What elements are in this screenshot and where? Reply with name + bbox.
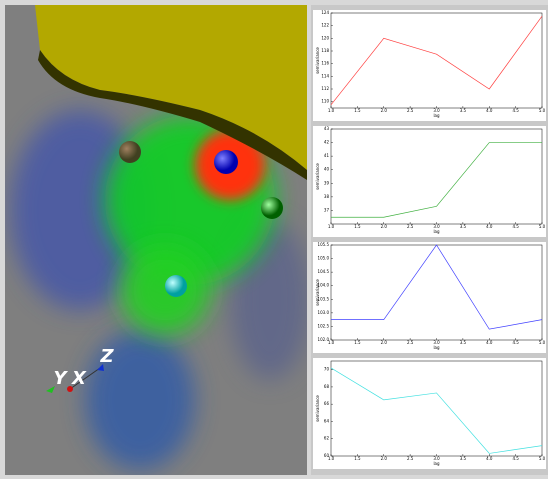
x-tick-label: 2.0 [381, 224, 388, 229]
x-tick-label: 4.0 [486, 224, 493, 229]
y-tick-label: 105.5 [318, 242, 330, 247]
y-tick-label: 60 [324, 453, 330, 458]
y-tick-label: 124 [321, 10, 329, 15]
x-tick-label: 1.5 [354, 340, 361, 345]
y-tick-label: 102.0 [318, 337, 330, 342]
x-tick-label: 4.0 [486, 456, 493, 461]
y-tick-label: 66 [324, 401, 330, 406]
x-tick-label: 5.0 [539, 456, 546, 461]
x-tick-label: 4.5 [512, 456, 519, 461]
y-axis-label: semivariance [315, 47, 320, 74]
axis-label: Y [53, 368, 68, 389]
x-tick-label: 5.0 [539, 224, 546, 229]
chart-background [313, 10, 546, 121]
x-tick-label: 4.5 [512, 224, 519, 229]
y-tick-label: 116 [321, 61, 329, 66]
y-tick-label: 112 [321, 86, 329, 91]
y-tick-label: 70 [324, 367, 330, 372]
y-tick-label: 102.5 [318, 323, 330, 328]
y-tick-label: 110 [321, 99, 329, 104]
x-tick-label: 1.5 [354, 108, 361, 113]
y-tick-label: 120 [321, 35, 329, 40]
y-tick-label: 105.0 [318, 256, 330, 261]
x-tick-label: 3.5 [460, 108, 467, 113]
y-tick-label: 114 [321, 73, 329, 78]
chart-background [313, 242, 546, 353]
x-tick-label: 2.5 [407, 340, 414, 345]
x-tick-label: 2.5 [407, 108, 414, 113]
x-tick-label: 2.5 [407, 456, 414, 461]
x-tick-label: 5.0 [539, 108, 546, 113]
y-tick-label: 104.5 [318, 269, 330, 274]
app: Y X Z 1.01.52.02.53.03.54.04.55.01101121… [0, 0, 548, 479]
x-tick-label: 2.5 [407, 224, 414, 229]
x-tick-label: 1.0 [328, 108, 335, 113]
chart-background [313, 358, 546, 469]
volume-view: Y X Z [5, 5, 310, 475]
y-tick-label: 122 [321, 23, 329, 28]
x-tick-label: 4.5 [512, 340, 519, 345]
x-axis-label: lag [433, 229, 440, 234]
y-tick-label: 103.0 [318, 310, 330, 315]
x-tick-label: 1.5 [354, 224, 361, 229]
y-tick-label: 43 [324, 126, 330, 131]
y-tick-label: 37 [324, 207, 330, 212]
y-tick-label: 118 [321, 48, 329, 53]
x-tick-label: 2.0 [381, 456, 388, 461]
x-tick-label: 5.0 [539, 340, 546, 345]
axis-label: X [71, 368, 87, 389]
y-axis-label: semivariance [315, 279, 320, 306]
y-tick-label: 41 [324, 153, 330, 158]
x-tick-label: 3.5 [460, 224, 467, 229]
x-tick-label: 3.5 [460, 340, 467, 345]
x-axis-label: lag [433, 345, 440, 350]
x-tick-label: 2.0 [381, 108, 388, 113]
x-axis-label: lag [433, 113, 440, 118]
y-tick-label: 39 [324, 180, 330, 185]
y-tick-label: 68 [324, 384, 330, 389]
y-axis-label: semivariance [315, 163, 320, 190]
x-tick-label: 4.0 [486, 108, 493, 113]
axis-label: Z [99, 346, 114, 367]
y-tick-label: 42 [324, 140, 330, 145]
y-tick-label: 62 [324, 436, 330, 441]
y-tick-label: 40 [324, 167, 330, 172]
x-tick-label: 1.0 [328, 224, 335, 229]
x-tick-label: 4.5 [512, 108, 519, 113]
x-tick-label: 2.0 [381, 340, 388, 345]
x-tick-label: 3.5 [460, 456, 467, 461]
y-tick-label: 64 [324, 418, 330, 423]
x-tick-label: 1.5 [354, 456, 361, 461]
y-axis-label: semivariance [315, 395, 320, 422]
x-tick-label: 4.0 [486, 340, 493, 345]
x-axis-label: lag [433, 461, 440, 466]
y-tick-label: 38 [324, 194, 330, 199]
